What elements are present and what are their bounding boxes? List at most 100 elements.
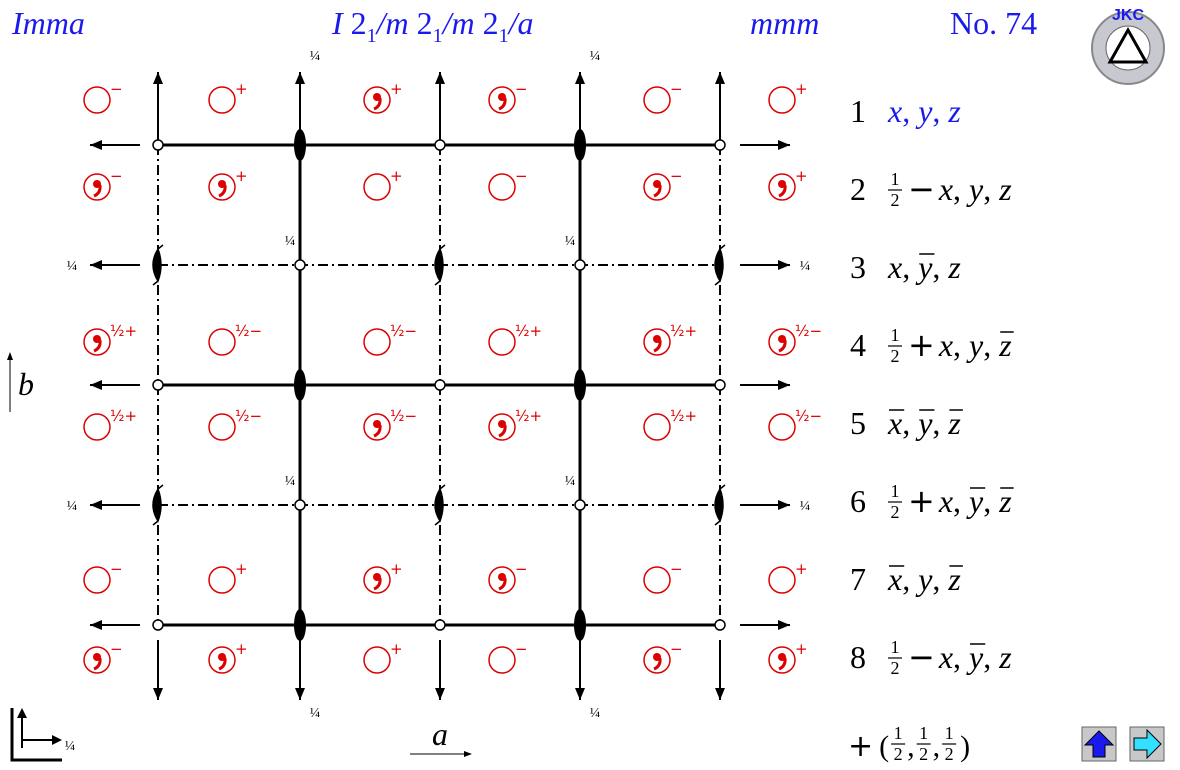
height-sign: + (795, 560, 808, 578)
height-sign: − (515, 167, 528, 185)
height-label: ¼ (65, 739, 76, 754)
coordinate: z (947, 249, 961, 285)
coordinate: z (947, 93, 961, 129)
inversion-center (714, 379, 726, 391)
height-sign: ½− (235, 407, 262, 425)
height-sign: ½+ (110, 322, 137, 340)
coordinate: y (915, 561, 933, 597)
fraction-numerator: 1 (891, 169, 900, 189)
arrow-head (778, 140, 790, 150)
height-sign: ½− (795, 322, 822, 340)
height-sign: − (515, 640, 528, 658)
position-circle (208, 413, 236, 441)
inversion-center (434, 619, 446, 631)
height-sign: + (795, 640, 808, 658)
arrow-head (153, 72, 163, 84)
arrow-head (575, 72, 585, 84)
position-circle (488, 173, 516, 201)
comma-tail (498, 577, 507, 591)
comma-tail (498, 424, 507, 438)
axis-a-label: a (432, 716, 448, 752)
two-fold-axis (574, 129, 586, 161)
nav-up-button[interactable] (1081, 726, 1117, 762)
inversion-center (294, 259, 306, 271)
coordinate: z (947, 561, 961, 597)
arrow-head (90, 140, 102, 150)
nav-next-button[interactable] (1129, 726, 1165, 762)
screw-axis (152, 244, 164, 286)
fraction-numerator: 1 (891, 637, 900, 657)
coordinate-separator: , (902, 249, 910, 285)
height-sign: + (235, 167, 248, 185)
arrow-head (90, 620, 102, 630)
height-label: ¼ (310, 706, 321, 721)
corner-arrows (21, 716, 56, 748)
height-label: ¼ (285, 474, 296, 489)
height-sign: − (110, 640, 123, 658)
vector-separator: , (933, 730, 941, 763)
comma-tail (93, 184, 102, 198)
comma-tail (218, 657, 227, 671)
inversion-center (434, 379, 446, 391)
position-circle (363, 328, 391, 356)
shift-sign: + (908, 482, 935, 520)
position-circle (768, 566, 796, 594)
height-label: ¼ (565, 234, 576, 249)
arrow-head (90, 260, 102, 270)
two-fold-axis (574, 609, 586, 641)
height-label: ¼ (310, 49, 321, 64)
arrow-head (778, 620, 790, 630)
coordinate-separator: , (983, 639, 991, 675)
coordinate-separator: , (983, 483, 991, 519)
inversion-center (152, 379, 164, 391)
two-fold-axis (574, 369, 586, 401)
coordinate: z (947, 405, 961, 441)
comma-tail (373, 424, 382, 438)
fraction-numerator: 1 (891, 325, 900, 345)
comma-tail (373, 577, 382, 591)
comma-tail (653, 184, 662, 198)
coordinate-separator: , (953, 327, 961, 363)
fraction-numerator: 1 (919, 723, 928, 743)
up-arrow-icon[interactable] (1083, 730, 1115, 758)
vector-separator: , (907, 730, 915, 763)
mirror-plane: m (386, 5, 409, 41)
inversion-center (294, 499, 306, 511)
position-circle (83, 566, 111, 594)
height-sign: + (390, 80, 403, 98)
fraction-denominator: 2 (894, 744, 903, 764)
coordinate-separator: , (953, 171, 961, 207)
arrow-head (90, 500, 102, 510)
group-number: No. 74 (950, 5, 1037, 41)
coordinate: y (915, 93, 933, 129)
height-sign: ½+ (670, 322, 697, 340)
inversion-center (152, 139, 164, 151)
coordinate-separator: , (902, 93, 910, 129)
coordinate: x (938, 483, 953, 519)
comma-tail (778, 339, 787, 353)
coordinate: z (998, 483, 1012, 519)
height-label: ¼ (590, 49, 601, 64)
inversion-center (574, 259, 586, 271)
height-label: ¼ (800, 259, 811, 274)
height-label: ¼ (285, 234, 296, 249)
comma-tail (653, 339, 662, 353)
rotation-axis: 2 (417, 5, 433, 41)
height-sign: + (390, 640, 403, 658)
coordinate: z (998, 171, 1012, 207)
axis-b-label: b (18, 366, 34, 402)
coordinate: y (966, 639, 984, 675)
height-sign: − (110, 80, 123, 98)
screw-subscript: 1 (499, 25, 509, 47)
height-label: ¼ (67, 499, 78, 514)
right-arrow-icon[interactable] (1133, 728, 1162, 760)
arrow-head (435, 688, 445, 700)
height-sign: + (795, 167, 808, 185)
height-sign: ½− (390, 407, 417, 425)
logo-triangle (1107, 26, 1149, 64)
height-sign: − (110, 167, 123, 185)
mirror-plane: a (518, 5, 534, 41)
inversion-center (714, 619, 726, 631)
coordinate: y (966, 327, 984, 363)
screw-axis (152, 484, 164, 526)
